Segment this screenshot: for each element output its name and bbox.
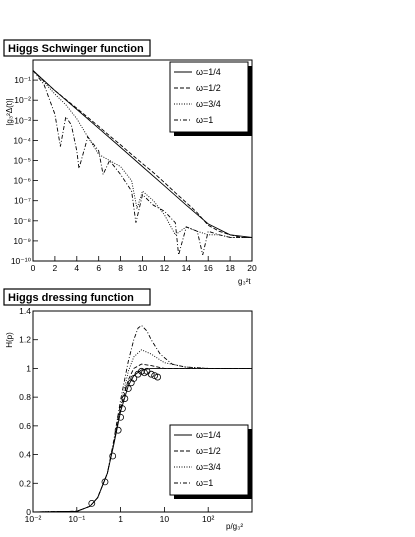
data-point-marker <box>154 373 162 381</box>
x-tick-label: 10 <box>138 263 148 273</box>
y-tick-label: 10⁻⁹ <box>13 236 31 246</box>
x-tick-label: 10 <box>160 514 170 524</box>
panel-dressing: Higgs dressing function 10⁻² 10⁻¹ 1 10 10² 0 0… <box>3 288 253 531</box>
axis-ticks-schwinger: 0 2 4 6 8 10 12 14 16 18 20 10⁻¹⁰ 10⁻⁹ 10⁻⁸ 10⁻⁷ 10⁻⁶ 10… <box>11 75 257 273</box>
x-tick-label: 10⁻² <box>25 514 42 524</box>
x-tick-label: 0 <box>31 263 36 273</box>
data-point-marker <box>101 478 109 486</box>
x-tick-label: 10² <box>202 514 214 524</box>
legend-label: ω=1/2 <box>196 446 221 456</box>
legend-label: ω=1/2 <box>196 83 221 93</box>
y-tick-label: 10⁻¹⁰ <box>11 256 32 266</box>
x-tick-label: 4 <box>74 263 79 273</box>
series-line <box>32 70 252 238</box>
series-line <box>32 70 252 238</box>
chart-title-dressing: Higgs dressing function <box>8 292 134 304</box>
panel-schwinger: Higgs Schwinger function 0 2 4 6 8 10 12 14 16 18… <box>3 39 257 286</box>
x-axis-label-dressing: p/g₃² <box>226 522 243 531</box>
x-tick-label: 14 <box>182 263 192 273</box>
data-point-marker <box>119 405 126 413</box>
y-tick-label: 0 <box>26 507 31 517</box>
y-tick-label: 10⁻² <box>14 95 31 105</box>
series-line <box>32 324 252 513</box>
x-tick-label: 16 <box>203 263 213 273</box>
y-tick-label: 0.8 <box>19 392 31 402</box>
x-tick-label: 18 <box>225 263 235 273</box>
legend-label: ω=1 <box>196 478 213 488</box>
y-tick-label: 0.6 <box>19 421 31 431</box>
data-point-marker <box>121 395 129 402</box>
chart-title-schwinger: Higgs Schwinger function <box>8 43 144 55</box>
y-tick-label: 10⁻¹ <box>14 75 31 85</box>
data-point-marker <box>109 452 117 460</box>
y-tick-label: 10⁻³ <box>14 115 31 125</box>
y-tick-label: 0.4 <box>19 450 31 460</box>
data-point-marker <box>124 385 132 392</box>
plot-frame-dressing <box>32 310 253 513</box>
series-line <box>32 70 252 256</box>
y-axis-label-schwinger: |g₃²Δ(t)| <box>5 98 14 125</box>
x-tick-label: 6 <box>96 263 101 273</box>
data-point-marker <box>88 499 96 507</box>
legend-label: ω=1/4 <box>196 67 221 77</box>
data-point-marker <box>114 426 122 434</box>
y-axis-label-dressing: H(p) <box>5 332 14 348</box>
x-tick-label: 10⁻¹ <box>68 514 85 524</box>
legend-entries-schwinger: ω=1/4 ω=1/2 ω=3/4 ω=1 <box>174 67 221 125</box>
legend-label: ω=3/4 <box>196 462 221 472</box>
y-tick-label: 10⁻⁶ <box>14 176 31 186</box>
y-tick-label: 1.4 <box>19 306 31 316</box>
x-tick-label: 12 <box>160 263 170 273</box>
y-tick-label: 10⁻⁴ <box>13 135 31 145</box>
x-tick-label: 8 <box>118 263 123 273</box>
series-lines-dressing <box>32 324 252 513</box>
legend-label: ω=3/4 <box>196 99 221 109</box>
legend-entries-dressing: ω=1/4 ω=1/2 ω=3/4 ω=1 <box>174 430 221 488</box>
data-point-marker <box>117 413 124 421</box>
y-tick-label: 1.2 <box>19 335 31 345</box>
y-tick-label: 10⁻⁸ <box>13 216 31 226</box>
legend-label: ω=1/4 <box>196 430 221 440</box>
series-line <box>32 70 253 238</box>
legend-label: ω=1 <box>196 115 213 125</box>
data-point-marker <box>130 375 138 382</box>
x-tick-label: 2 <box>53 263 58 273</box>
y-tick-label: 10⁻⁵ <box>14 156 31 166</box>
y-tick-label: 1 <box>26 363 31 373</box>
series-line <box>32 367 252 513</box>
x-tick-label: 20 <box>247 263 257 273</box>
x-axis-label-schwinger: g₃²t <box>238 277 251 286</box>
y-tick-label: 10⁻⁷ <box>14 196 31 206</box>
x-tick-label: 1 <box>118 514 123 524</box>
axis-ticks-dressing: 10⁻² 10⁻¹ 1 10 10² 0 0.2 0.4 0.6 0.8 1 1.2 1.4 <box>19 306 214 524</box>
series-line <box>32 363 252 513</box>
data-point-marker <box>147 370 155 378</box>
y-tick-label: 0.2 <box>19 478 31 488</box>
series-lines-schwinger <box>32 70 253 256</box>
